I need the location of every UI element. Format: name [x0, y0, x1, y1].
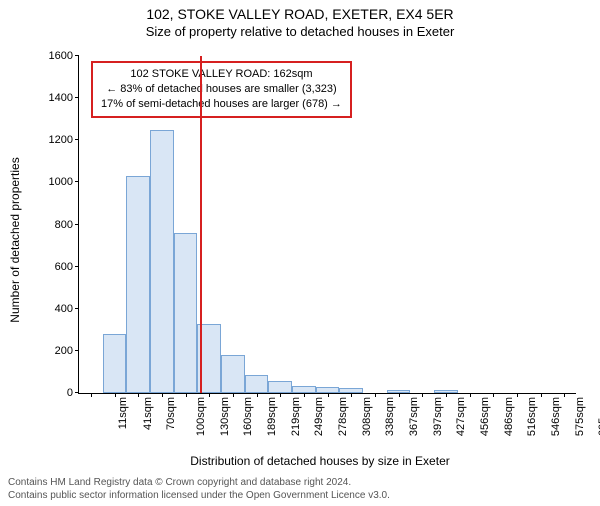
xtick-mark	[304, 393, 305, 397]
histogram-bar	[174, 233, 198, 393]
xtick-mark	[470, 393, 471, 397]
xtick-label: 308sqm	[361, 397, 373, 436]
ytick-label: 800	[55, 219, 79, 231]
credits: Contains HM Land Registry data © Crown c…	[8, 477, 390, 502]
xtick-mark	[422, 393, 423, 397]
xtick-label: 70sqm	[165, 397, 177, 430]
xtick-mark	[517, 393, 518, 397]
histogram-bar	[103, 334, 127, 393]
ytick-mark	[75, 350, 79, 351]
xtick-mark	[375, 393, 376, 397]
annotation-line1: 102 STOKE VALLEY ROAD: 162sqm	[101, 67, 342, 82]
xtick-label: 160sqm	[242, 397, 254, 436]
ytick-mark	[75, 55, 79, 56]
ytick-mark	[75, 308, 79, 309]
histogram-bar	[245, 375, 269, 393]
histogram-bar	[268, 381, 292, 393]
xtick-mark	[233, 393, 234, 397]
ytick-label: 600	[55, 261, 79, 273]
xtick-mark	[351, 393, 352, 397]
xtick-label: 249sqm	[313, 397, 325, 436]
credits-line1: Contains HM Land Registry data © Crown c…	[8, 477, 390, 490]
xtick-label: 100sqm	[195, 397, 207, 436]
histogram-bar	[292, 386, 316, 393]
histogram-bar	[150, 130, 174, 393]
ytick-mark	[75, 266, 79, 267]
chart-area: Number of detached properties 102 STOKE …	[60, 50, 580, 430]
xtick-mark	[493, 393, 494, 397]
ytick-label: 1400	[49, 92, 79, 104]
annotation-box: 102 STOKE VALLEY ROAD: 162sqm ← 83% of d…	[91, 61, 352, 118]
x-axis-label: Distribution of detached houses by size …	[190, 454, 449, 468]
chart-title-sub: Size of property relative to detached ho…	[0, 24, 600, 39]
xtick-label: 130sqm	[219, 397, 231, 436]
xtick-mark	[257, 393, 258, 397]
xtick-label: 278sqm	[337, 397, 349, 436]
xtick-label: 516sqm	[526, 397, 538, 436]
ytick-label: 1600	[49, 50, 79, 62]
xtick-label: 546sqm	[550, 397, 562, 436]
histogram-bar	[221, 355, 245, 393]
xtick-label: 486sqm	[503, 397, 515, 436]
xtick-label: 397sqm	[432, 397, 444, 436]
xtick-label: 456sqm	[479, 397, 491, 436]
credits-line2: Contains public sector information licen…	[8, 490, 390, 503]
xtick-label: 189sqm	[266, 397, 278, 436]
y-axis-label: Number of detached properties	[8, 157, 22, 322]
ytick-label: 0	[67, 387, 79, 399]
ytick-label: 1000	[49, 176, 79, 188]
ytick-mark	[75, 139, 79, 140]
xtick-mark	[328, 393, 329, 397]
chart-title-main: 102, STOKE VALLEY ROAD, EXETER, EX4 5ER	[0, 6, 600, 22]
xtick-mark	[446, 393, 447, 397]
annotation-line2: ← 83% of detached houses are smaller (3,…	[101, 82, 342, 97]
xtick-mark	[541, 393, 542, 397]
plot-region: 102 STOKE VALLEY ROAD: 162sqm ← 83% of d…	[78, 56, 576, 394]
xtick-mark	[138, 393, 139, 397]
xtick-label: 219sqm	[290, 397, 302, 436]
chart-titles: 102, STOKE VALLEY ROAD, EXETER, EX4 5ER …	[0, 6, 600, 39]
ytick-mark	[75, 224, 79, 225]
xtick-label: 41sqm	[142, 397, 154, 430]
ytick-mark	[75, 181, 79, 182]
ytick-label: 400	[55, 303, 79, 315]
xtick-mark	[564, 393, 565, 397]
reference-line	[200, 56, 202, 393]
ytick-mark	[75, 392, 79, 393]
ytick-label: 1200	[49, 134, 79, 146]
xtick-mark	[186, 393, 187, 397]
ytick-mark	[75, 97, 79, 98]
annotation-line3: 17% of semi-detached houses are larger (…	[101, 97, 342, 112]
ytick-label: 200	[55, 345, 79, 357]
xtick-label: 338sqm	[384, 397, 396, 436]
xtick-mark	[115, 393, 116, 397]
xtick-label: 367sqm	[408, 397, 420, 436]
xtick-mark	[399, 393, 400, 397]
xtick-label: 575sqm	[574, 397, 586, 436]
xtick-mark	[209, 393, 210, 397]
xtick-mark	[280, 393, 281, 397]
xtick-label: 11sqm	[117, 397, 129, 429]
xtick-mark	[162, 393, 163, 397]
xtick-mark	[91, 393, 92, 397]
histogram-bar	[126, 176, 150, 393]
xtick-label: 427sqm	[455, 397, 467, 436]
